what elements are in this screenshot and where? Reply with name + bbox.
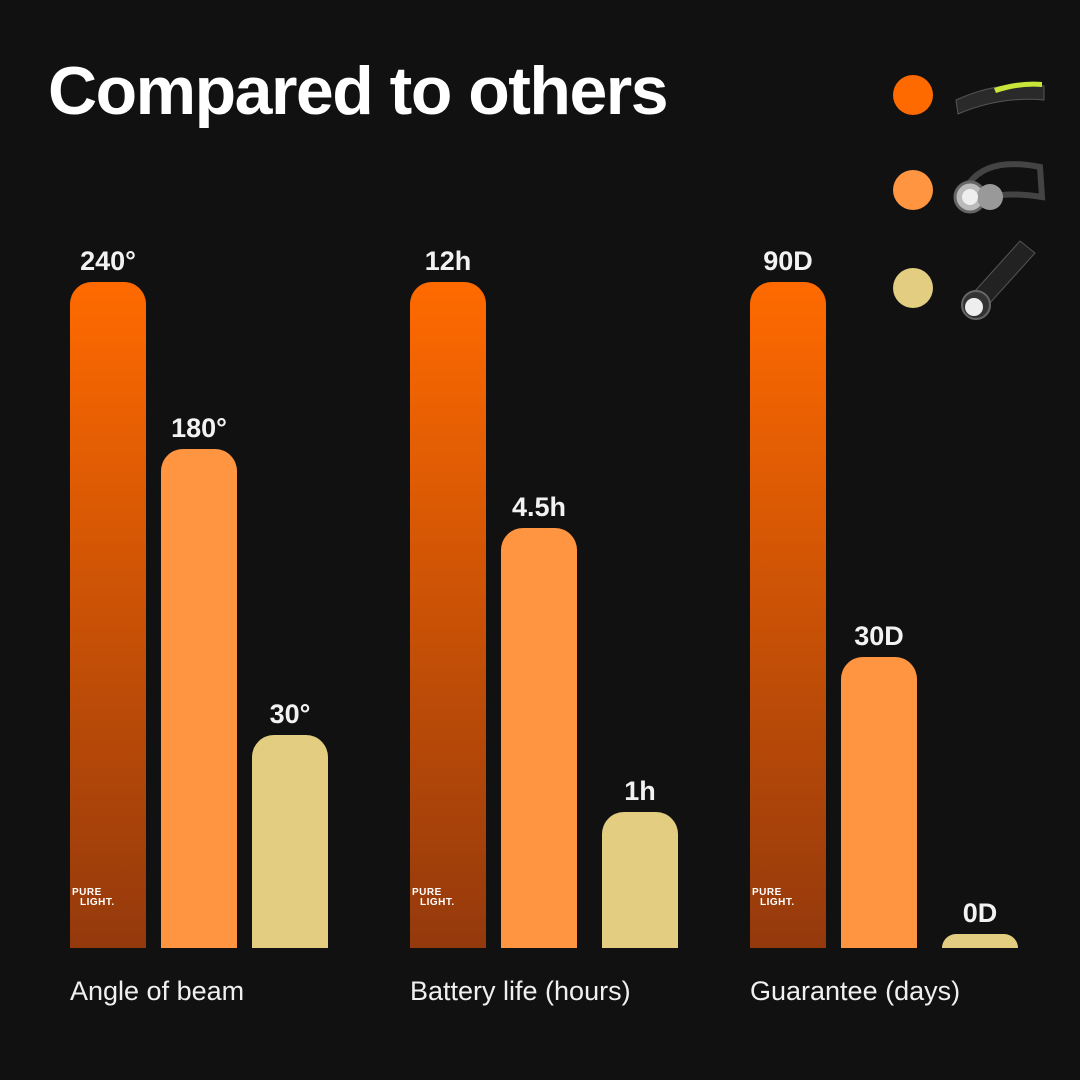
- legend-swatch: [893, 75, 933, 115]
- data-label: 4.5h: [511, 491, 567, 522]
- bar: [750, 282, 826, 948]
- flashlight-icon: [950, 233, 1040, 328]
- bar: [252, 734, 328, 948]
- pure-light-logo: PURE LIGHT.: [412, 887, 455, 908]
- pure-light-logo: PURE LIGHT.: [72, 887, 115, 908]
- legend-swatch: [893, 268, 933, 308]
- category-label: Guarantee (days): [750, 976, 961, 1006]
- bar: [70, 282, 146, 948]
- chart-title: Compared to others: [48, 53, 669, 129]
- bar: [410, 282, 486, 948]
- data-label: 30D: [854, 620, 904, 651]
- bar: [161, 449, 237, 948]
- bar: [501, 527, 577, 948]
- data-label: 1h: [624, 776, 656, 807]
- bar: [942, 934, 1018, 948]
- data-label: 240°: [80, 246, 136, 276]
- pure-light-logo: PURE LIGHT.: [752, 887, 795, 908]
- bar: [602, 812, 678, 948]
- data-label: 30°: [269, 698, 311, 729]
- category-label: Angle of beam: [70, 976, 245, 1006]
- legend-swatch: [893, 170, 933, 210]
- twin-bulb-headlamp-icon: [950, 152, 1050, 227]
- data-label: 90D: [763, 246, 813, 276]
- bar: [841, 656, 917, 948]
- category-label: Battery life (hours): [410, 976, 631, 1006]
- led-strip-headlamp-icon: [950, 70, 1050, 125]
- data-label: 0D: [962, 898, 998, 928]
- data-label: 180°: [171, 413, 227, 444]
- data-label: 12h: [424, 246, 472, 276]
